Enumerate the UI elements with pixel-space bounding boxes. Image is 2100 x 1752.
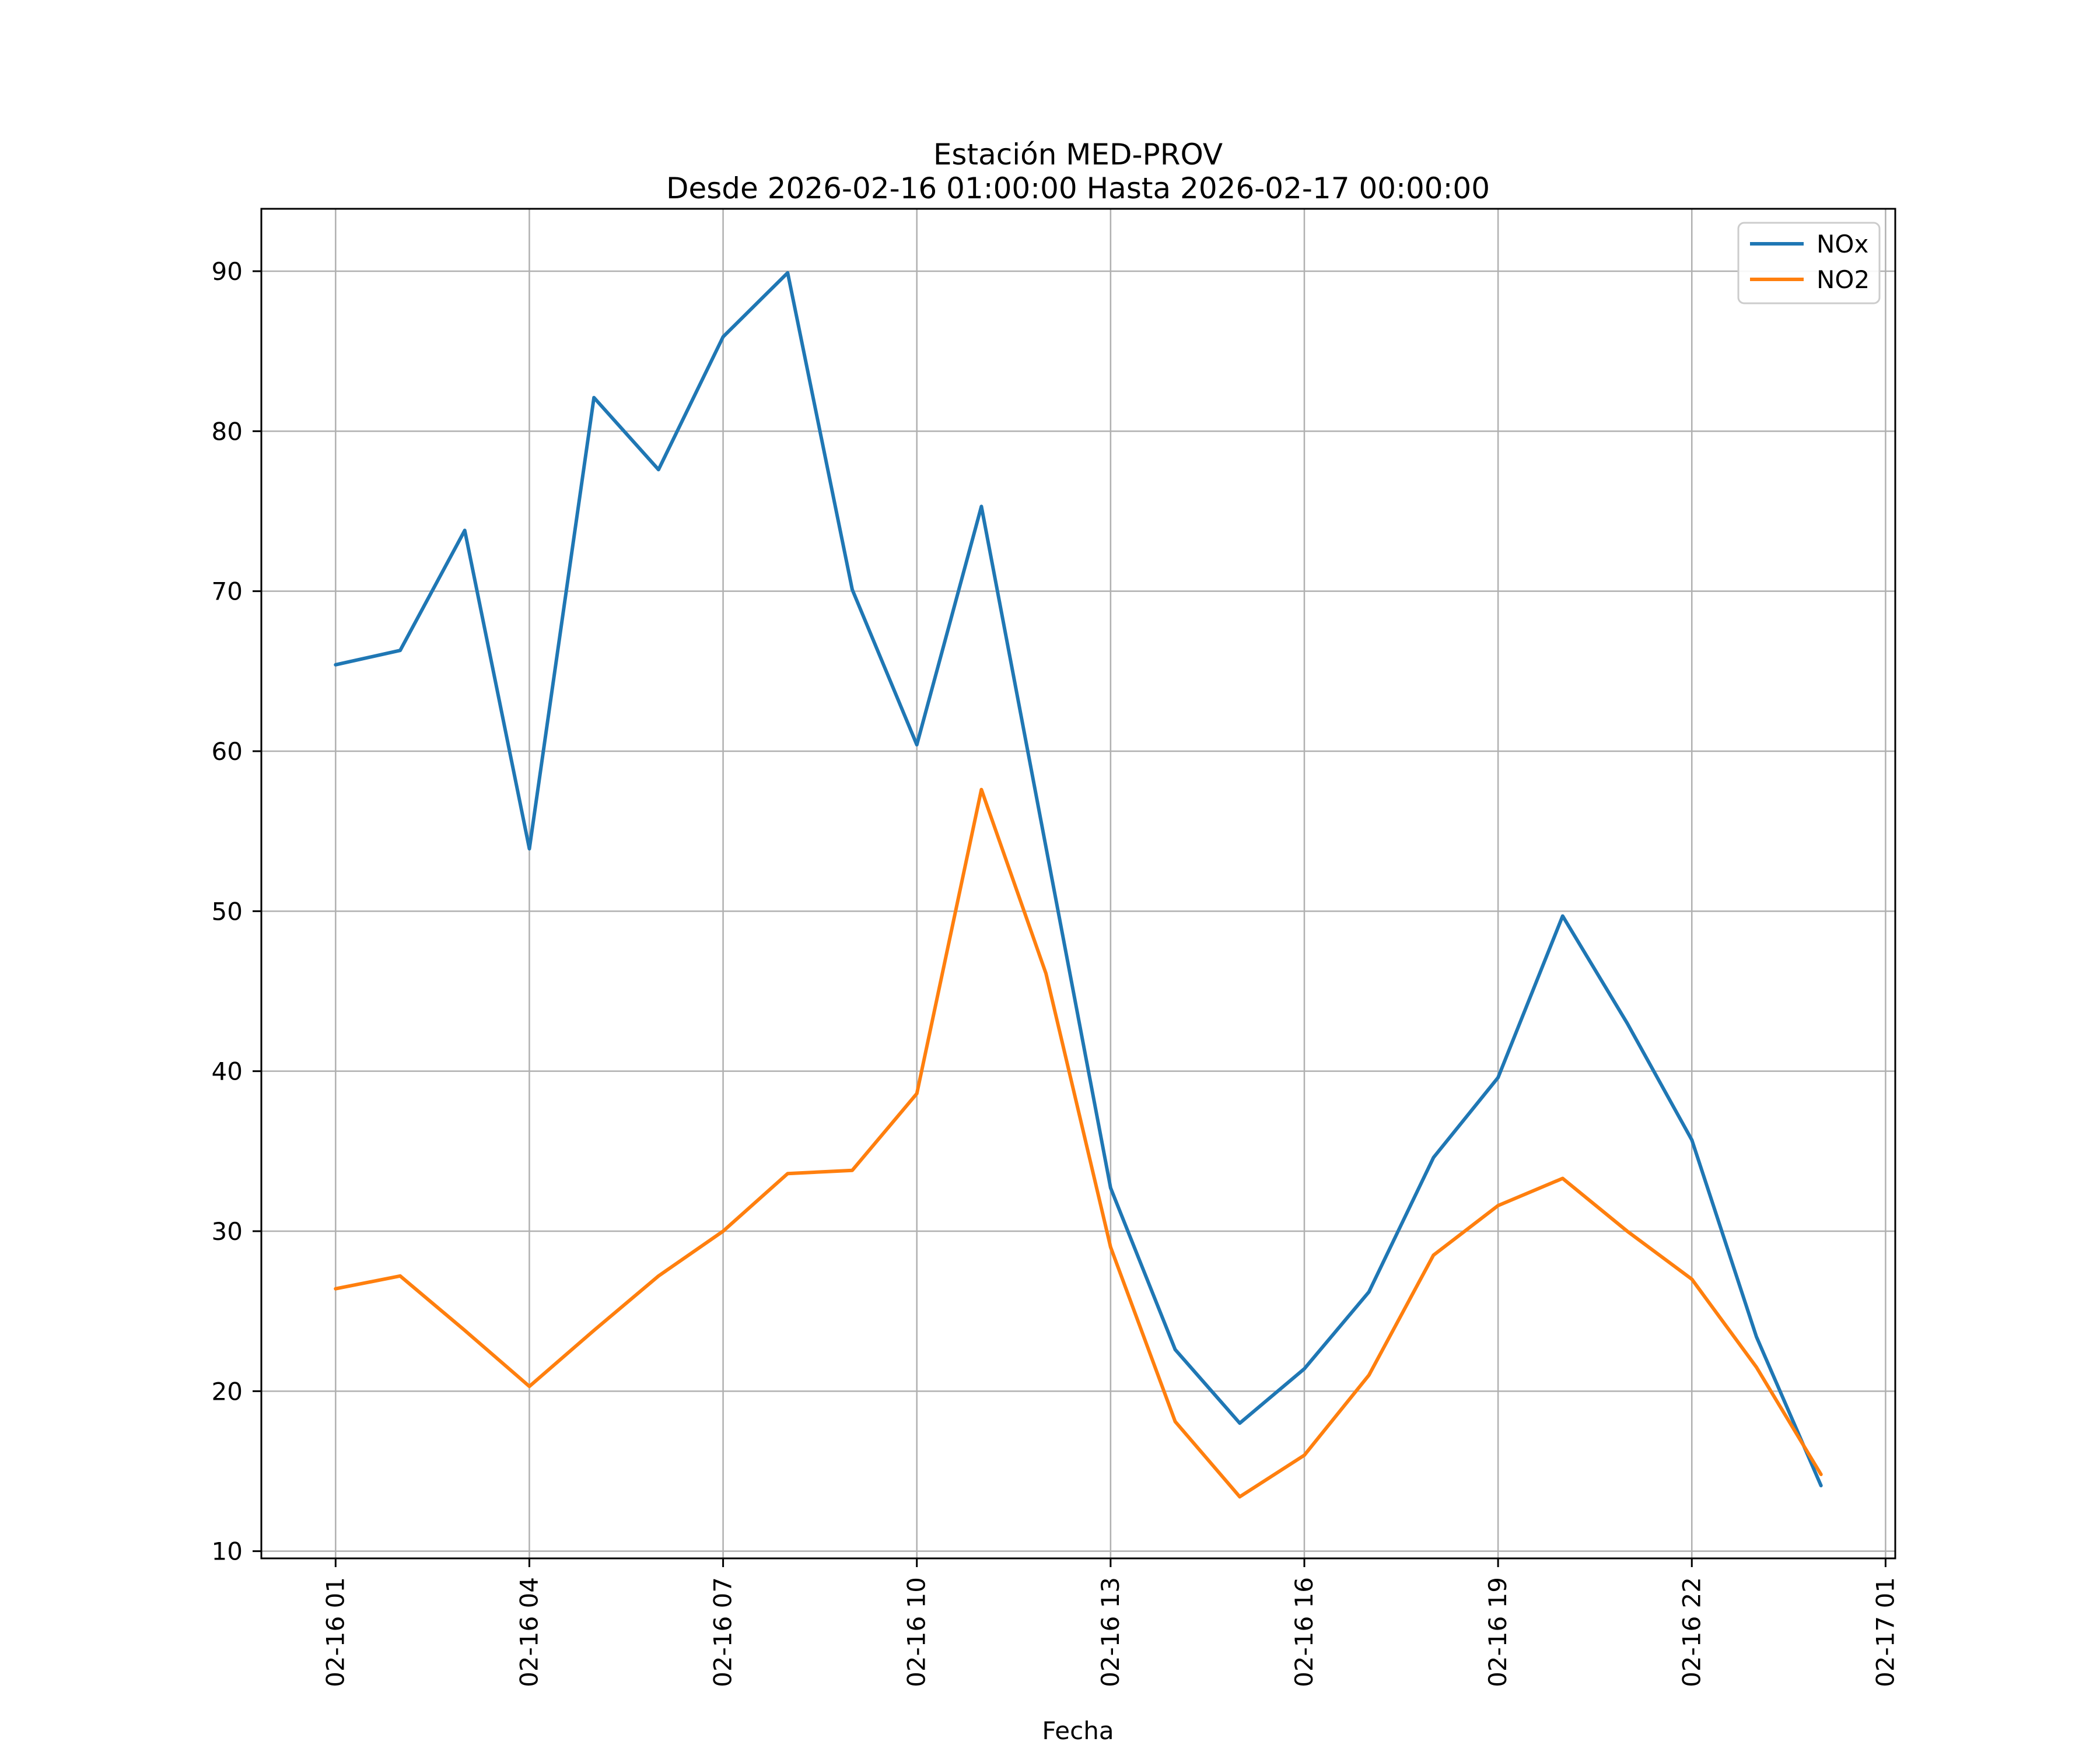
y-tick-label: 30: [212, 1217, 243, 1246]
x-tick-label: 02-17 01: [1871, 1577, 1899, 1687]
y-tick-label: 60: [212, 737, 243, 766]
plot-border: [260, 208, 1896, 1560]
y-tick-label: 10: [212, 1537, 243, 1566]
no2-line: [334, 787, 1823, 1499]
x-tick-label: 02-16 01: [321, 1577, 349, 1687]
chart-title: Estación MED-PROV: [933, 138, 1223, 171]
x-tick-label: 02-16 19: [1483, 1577, 1512, 1687]
y-tick-label: 40: [212, 1057, 243, 1086]
x-tick-label: 02-16 04: [514, 1577, 543, 1687]
y-tick-label: 70: [212, 577, 243, 606]
y-tick-label: 90: [212, 257, 243, 286]
nox-line: [334, 271, 1823, 1488]
x-tick-label: 02-16 13: [1096, 1577, 1125, 1687]
series-group: [334, 271, 1823, 1499]
legend-label-nox: NOx: [1817, 230, 1868, 258]
y-tick-label: 80: [212, 417, 243, 446]
ticks: 10 20 30 40 50 60 70 80 90 02-16 01 02-16 04 02-16 …: [212, 257, 1900, 1687]
x-tick-label: 02-16 22: [1677, 1577, 1706, 1687]
x-tick-label: 02-16 16: [1290, 1577, 1318, 1687]
y-tick-label: 20: [212, 1377, 243, 1406]
y-tick-label: 50: [212, 897, 243, 926]
x-axis-label: Fecha: [1042, 1716, 1114, 1745]
legend: NOx NO2: [1737, 222, 1881, 304]
legend-label-no2: NO2: [1817, 265, 1870, 294]
x-tick-label: 02-16 10: [902, 1577, 931, 1687]
x-tick-label: 02-16 07: [709, 1577, 737, 1687]
gridlines: [261, 209, 1895, 1558]
chart-subtitle: Desde 2026-02-16 01:00:00 Hasta 2026-02-…: [666, 171, 1490, 205]
